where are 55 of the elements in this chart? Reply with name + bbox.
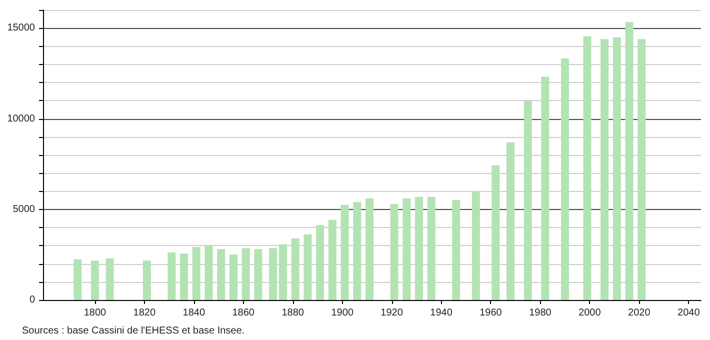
x-tick-label: 1940: [430, 308, 453, 318]
bar: [560, 58, 569, 300]
bar: [524, 100, 532, 300]
bar: [229, 254, 238, 300]
bar: [278, 244, 287, 300]
bar: [168, 252, 176, 300]
x-tick-label: 1820: [133, 308, 156, 318]
bar: [242, 248, 250, 300]
x-tick-label: 1960: [480, 308, 502, 318]
source-note: Sources : base Cassini de l'EHESS et base Insee.: [22, 326, 245, 336]
x-tick-label: 2000: [578, 308, 602, 318]
bar: [340, 205, 349, 300]
bar: [583, 36, 592, 300]
bar: [390, 204, 398, 300]
bar: [612, 37, 621, 300]
bar: [625, 22, 634, 300]
bar: [506, 142, 515, 300]
x-tick-label: 1900: [331, 308, 354, 318]
y-tick-label: 5000: [12, 204, 36, 215]
x-tick-label: 1840: [182, 308, 206, 318]
bar: [472, 190, 480, 300]
bar: [452, 200, 460, 300]
x-tick-label: 1980: [529, 308, 552, 318]
bar: [106, 258, 114, 300]
bar: [90, 260, 99, 300]
bar: [638, 39, 646, 300]
bar: [204, 246, 213, 300]
bar: [427, 196, 436, 300]
x-tick-label: 2040: [678, 308, 700, 318]
bar: [316, 225, 324, 300]
x-tick-label: 1920: [380, 308, 404, 318]
bar: [304, 234, 312, 300]
bar: [291, 238, 300, 300]
x-tick-label: 2020: [628, 308, 651, 318]
bar: [402, 198, 411, 300]
bar: [415, 196, 423, 300]
bar: [328, 220, 336, 300]
bar: [541, 76, 550, 300]
bar: [492, 166, 500, 300]
x-tick-label: 1880: [282, 308, 304, 318]
bar: [254, 249, 262, 300]
y-tick-label: 15000: [7, 22, 36, 34]
x-tick-label: 1860: [232, 308, 255, 318]
bar: [600, 39, 609, 300]
bar: [180, 254, 188, 300]
y-tick-label: 10000: [7, 113, 36, 124]
bar: [74, 259, 82, 300]
bar: [269, 248, 278, 300]
bar: [353, 202, 362, 300]
bar: [366, 198, 374, 300]
x-tick-label: 1800: [84, 308, 107, 318]
bar: [192, 247, 200, 300]
bar: [142, 260, 151, 300]
y-tick-label: 0: [29, 294, 36, 306]
bar: [217, 249, 226, 300]
